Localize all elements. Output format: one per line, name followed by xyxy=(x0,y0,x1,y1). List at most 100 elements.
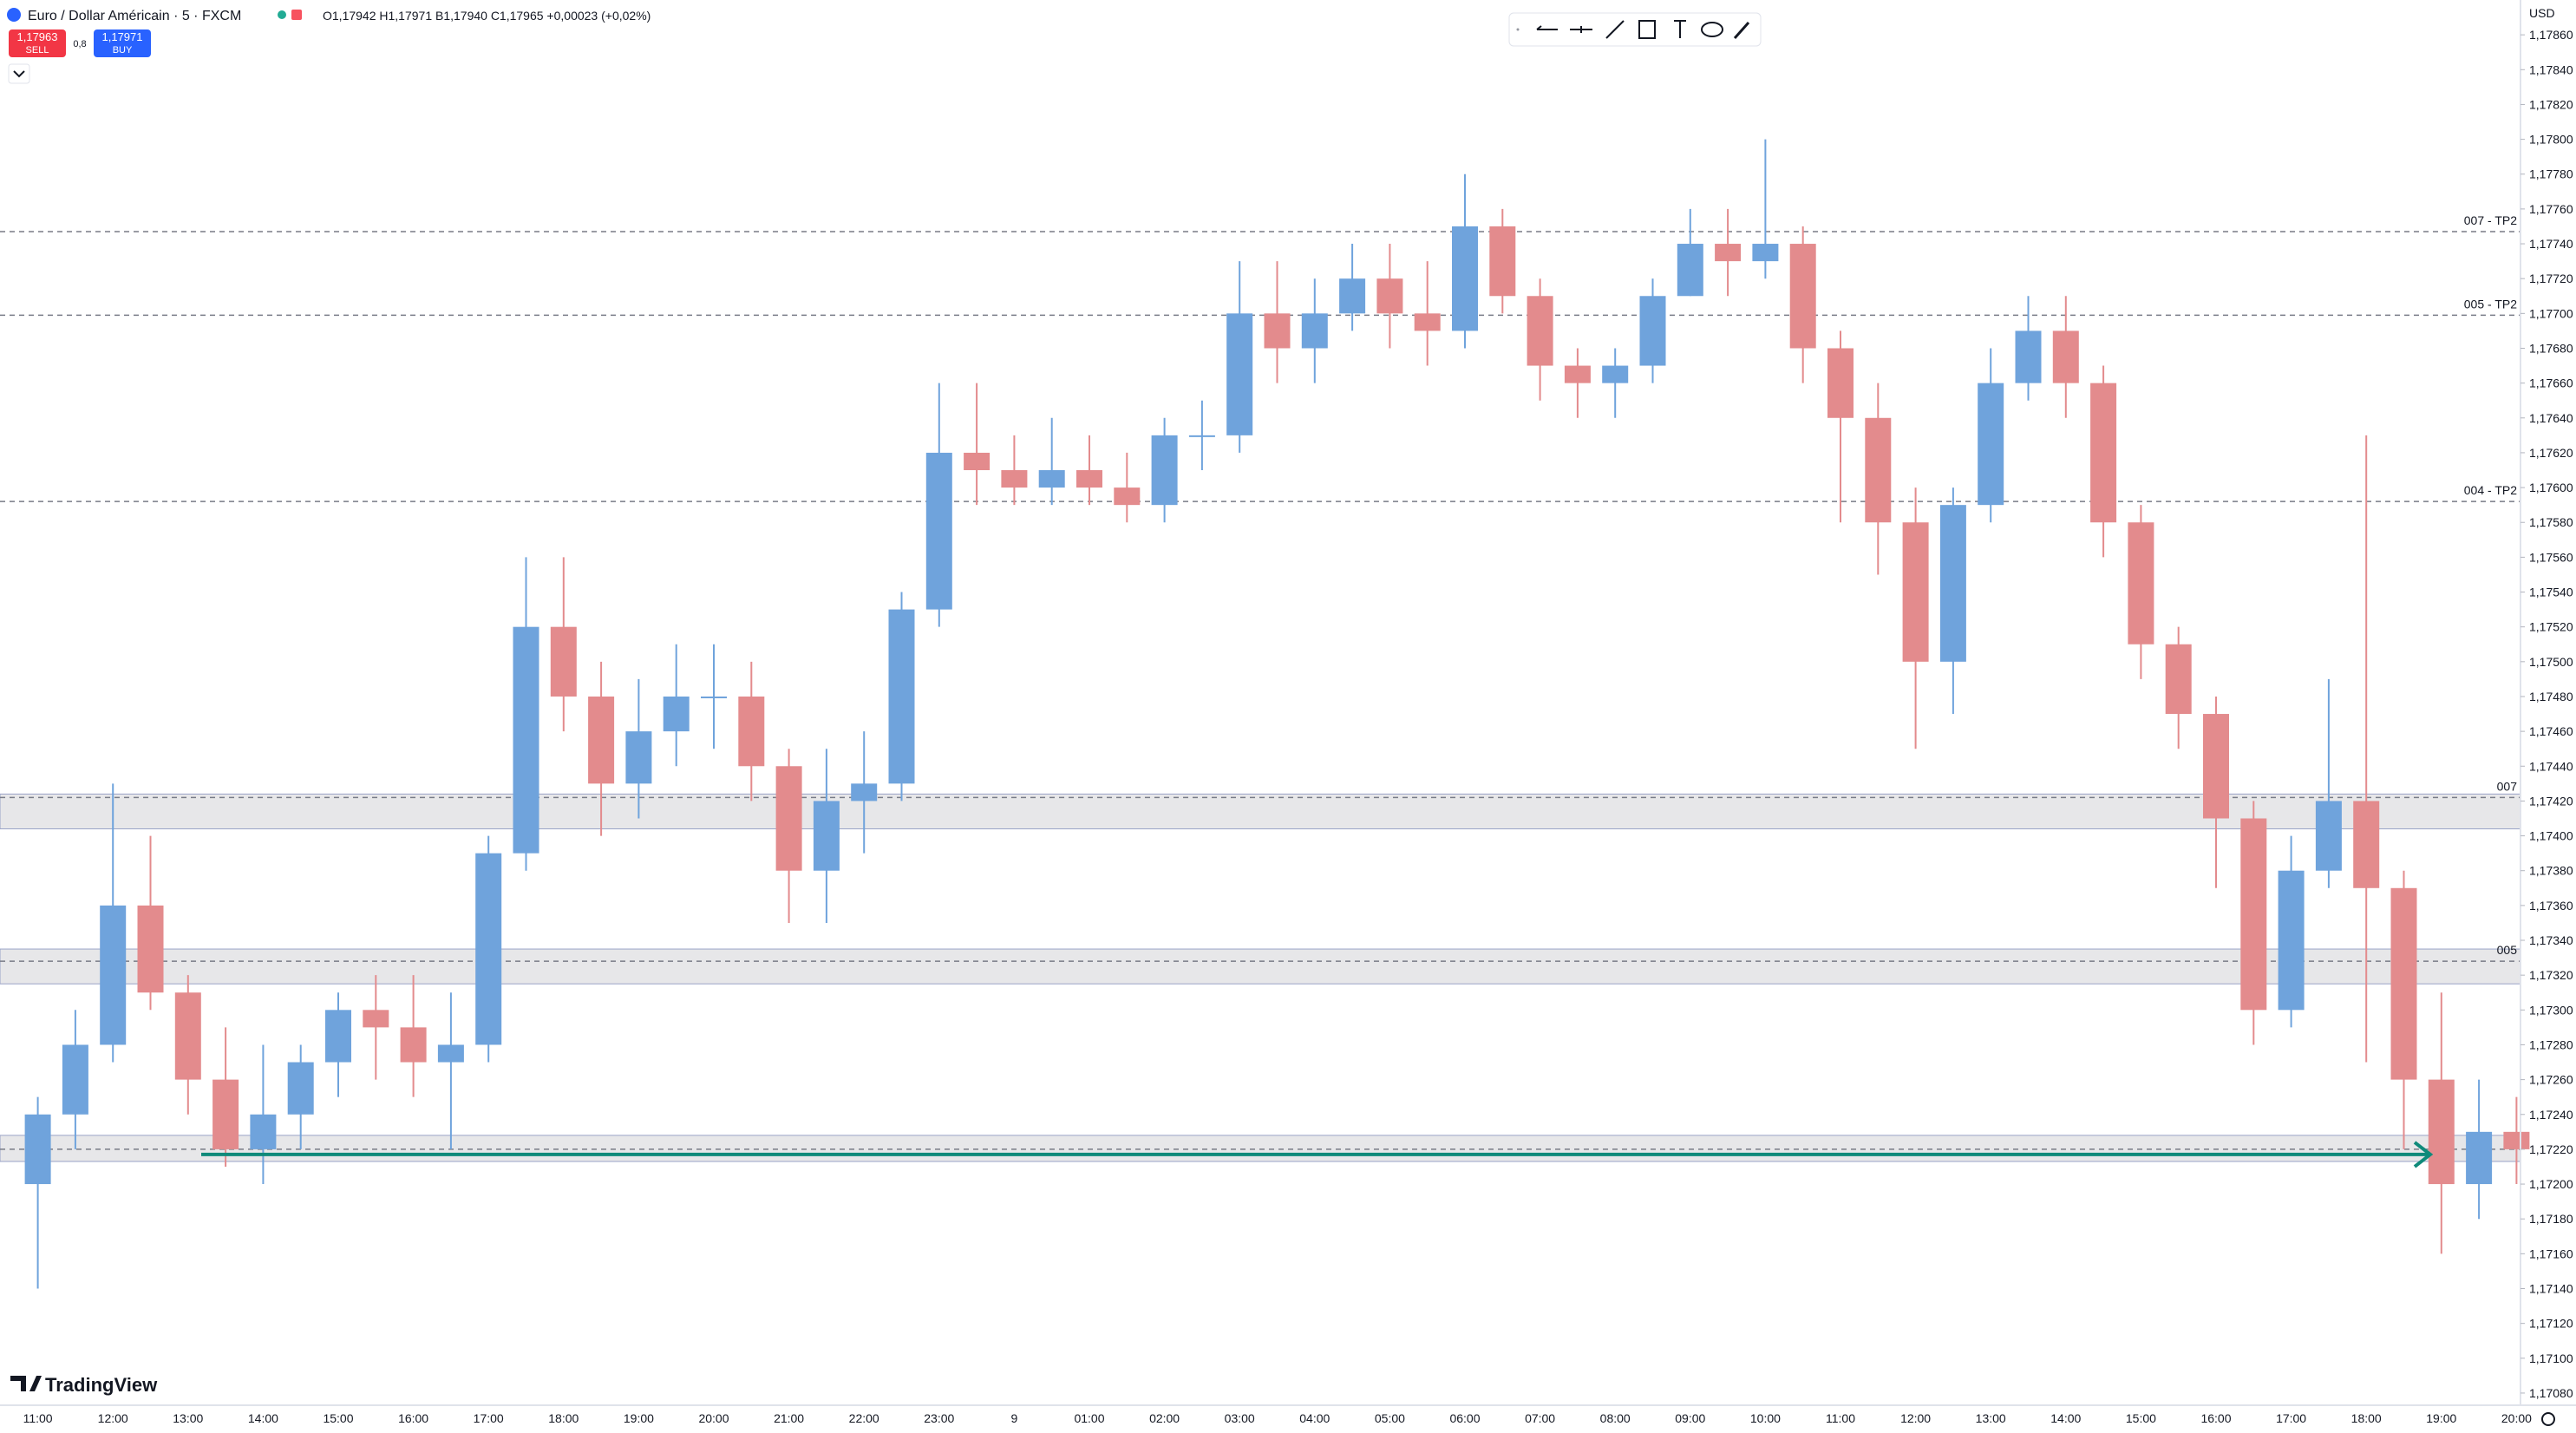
tool-horizontal[interactable] xyxy=(1570,26,1592,33)
candle-body xyxy=(1978,383,2004,506)
x-tick-label: 01:00 xyxy=(1074,1411,1104,1425)
y-tick-label: 1,17720 xyxy=(2529,272,2573,285)
candle-body xyxy=(588,696,615,784)
x-tick-label: 07:00 xyxy=(1525,1411,1555,1425)
y-tick-label: 1,17860 xyxy=(2529,28,2573,42)
buy-label[interactable]: BUY xyxy=(113,45,133,56)
candle-body xyxy=(1076,470,1102,488)
sell-button[interactable]: 1,17963 SELL xyxy=(9,29,66,57)
candle-body xyxy=(1376,278,1403,314)
y-tick-label: 1,17520 xyxy=(2529,620,2573,634)
symbol-title[interactable]: Euro / Dollar Américain · 5 · FXCM xyxy=(28,9,241,23)
candle-body xyxy=(2390,887,2417,1080)
tool-ray[interactable] xyxy=(1536,25,1558,30)
candle-body xyxy=(701,696,727,698)
x-tick-label: 20:00 xyxy=(698,1411,729,1425)
spread: 0,8 xyxy=(73,39,86,49)
tool-ellipse[interactable] xyxy=(1701,22,1723,37)
candle-body xyxy=(1226,313,1253,435)
symbol-logo xyxy=(7,8,21,22)
toolbar-grip xyxy=(1516,28,1520,31)
candle-body xyxy=(550,626,577,697)
candle-body xyxy=(100,905,127,1045)
candle-body xyxy=(1865,417,1892,523)
level-label: 007 xyxy=(2497,779,2518,793)
y-tick-label: 1,17280 xyxy=(2529,1037,2573,1051)
y-tick-label: 1,17120 xyxy=(2529,1317,2573,1331)
zone xyxy=(0,1135,2521,1162)
candle-body xyxy=(513,626,539,854)
buy-button[interactable]: 1,17971 BUY xyxy=(94,29,151,57)
tool-brush[interactable] xyxy=(1733,22,1750,39)
candle-body xyxy=(62,1044,88,1115)
toolbar-box xyxy=(1508,12,1762,47)
tool-rect[interactable] xyxy=(1638,20,1656,39)
candle-body xyxy=(1301,313,1328,349)
drawing-toolbar xyxy=(1508,12,1762,47)
sell-box[interactable] xyxy=(9,29,66,57)
candle-body xyxy=(287,1062,314,1115)
status-dot xyxy=(278,10,286,19)
sell-price[interactable]: 1,17963 xyxy=(17,30,58,43)
collapse-box[interactable] xyxy=(8,63,30,84)
ohlc: O1,17942 H1,17971 B1,17940 C1,17965 +0,0… xyxy=(323,9,651,23)
x-tick-label: 18:00 xyxy=(2351,1411,2382,1425)
settings-icon[interactable] xyxy=(2541,1412,2555,1426)
candle-body xyxy=(1827,348,1854,418)
y-tick-label: 1,17380 xyxy=(2529,864,2573,878)
candle-body xyxy=(1527,296,1553,366)
candle-body xyxy=(137,905,164,993)
candle-body xyxy=(2466,1131,2493,1185)
level-label: 004 - TP2 xyxy=(2464,483,2517,497)
candle-body xyxy=(813,801,840,871)
x-tick-label: 20:00 xyxy=(2501,1411,2532,1425)
y-tick-label: 1,17800 xyxy=(2529,133,2573,147)
candle-body xyxy=(325,1010,351,1063)
candle-body xyxy=(1339,278,1366,314)
y-tick-label: 1,17300 xyxy=(2529,1003,2573,1017)
y-tick-label: 1,17100 xyxy=(2529,1351,2573,1365)
y-tick-label: 1,17620 xyxy=(2529,446,2573,460)
y-tick-label: 1,17320 xyxy=(2529,968,2573,982)
candle-body xyxy=(775,766,802,871)
candle-body xyxy=(1602,365,1629,383)
x-tick-label: 15:00 xyxy=(2126,1411,2156,1425)
x-tick-label: 19:00 xyxy=(624,1411,654,1425)
collapse-button[interactable] xyxy=(8,63,30,84)
candle-body xyxy=(1414,313,1441,331)
candle-body xyxy=(1188,435,1215,437)
y-tick-label: 1,17660 xyxy=(2529,376,2573,390)
candle-body xyxy=(363,1010,389,1028)
x-tick-label: 14:00 xyxy=(248,1411,278,1425)
buy-box[interactable] xyxy=(94,29,151,57)
candle-body xyxy=(400,1027,427,1063)
candle-body xyxy=(2353,801,2380,888)
candle-body xyxy=(964,452,991,471)
level-label: 005 xyxy=(2497,943,2518,957)
sell-label[interactable]: SELL xyxy=(26,45,49,56)
x-tick-label: 02:00 xyxy=(1149,1411,1180,1425)
y-tick-label: 1,17180 xyxy=(2529,1212,2573,1226)
x-tick-label: 15:00 xyxy=(323,1411,353,1425)
tool-text[interactable] xyxy=(1674,20,1686,38)
collapse-icon[interactable] xyxy=(13,70,25,78)
y-tick-label: 1,17420 xyxy=(2529,794,2573,808)
y-tick-label: 1,17740 xyxy=(2529,237,2573,251)
x-tick-label: 09:00 xyxy=(1675,1411,1705,1425)
candle-body xyxy=(2052,330,2079,383)
tool-trend[interactable] xyxy=(1605,20,1625,39)
candle-body xyxy=(851,783,878,802)
candle-body xyxy=(1489,226,1516,297)
buy-price[interactable]: 1,17971 xyxy=(102,30,143,43)
candle-body xyxy=(437,1044,464,1063)
candle-body xyxy=(1939,505,1966,662)
y-tick-label: 1,17820 xyxy=(2529,97,2573,111)
y-tick-label: 1,17360 xyxy=(2529,899,2573,913)
settings[interactable] xyxy=(2541,1412,2555,1426)
x-tick-label: 04:00 xyxy=(1299,1411,1330,1425)
y-tick-label: 1,17160 xyxy=(2529,1247,2573,1260)
candle-body xyxy=(2015,330,2042,383)
brand-name: TradingView xyxy=(45,1374,158,1396)
